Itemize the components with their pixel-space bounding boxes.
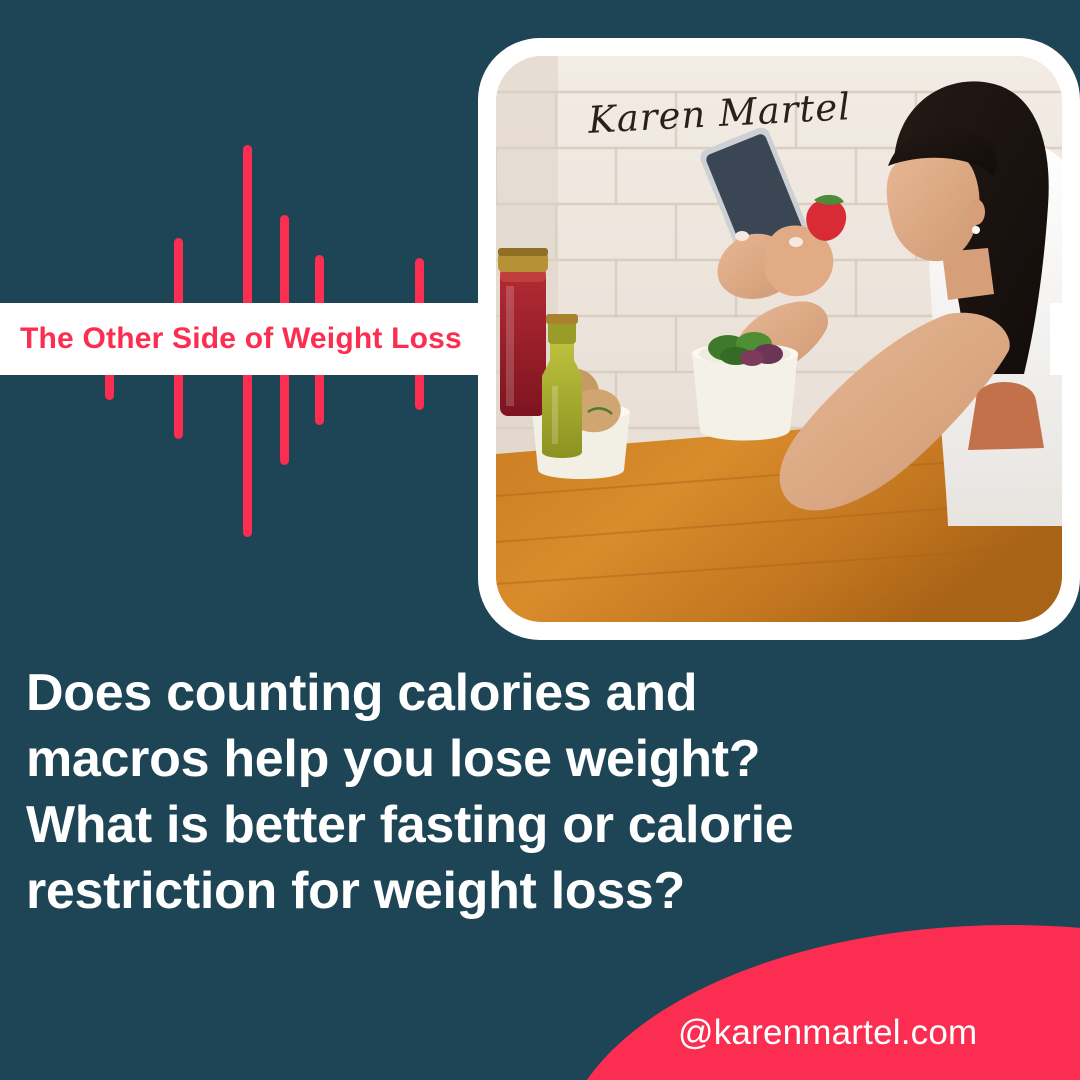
headline-line-1: Does counting calories and <box>26 664 698 722</box>
headline-line-3: What is better fasting or calorie <box>26 796 794 854</box>
episode-headline: Does counting calories and macros help y… <box>26 660 946 924</box>
host-photo-card: Karen Martel <box>478 38 1080 640</box>
photo-illustration <box>496 56 1062 622</box>
show-title: The Other Side of Weight Loss <box>20 322 462 355</box>
accent-blob <box>560 925 1080 1080</box>
headline-line-4: restriction for weight loss? <box>26 862 686 920</box>
show-title-band-right-segment <box>1050 303 1080 375</box>
headline-line-2: macros help you lose weight? <box>26 730 761 788</box>
website-handle: @karenmartel.com <box>678 1013 978 1052</box>
show-title-band: The Other Side of Weight Loss <box>0 303 478 375</box>
host-photo: Karen Martel <box>496 56 1062 622</box>
